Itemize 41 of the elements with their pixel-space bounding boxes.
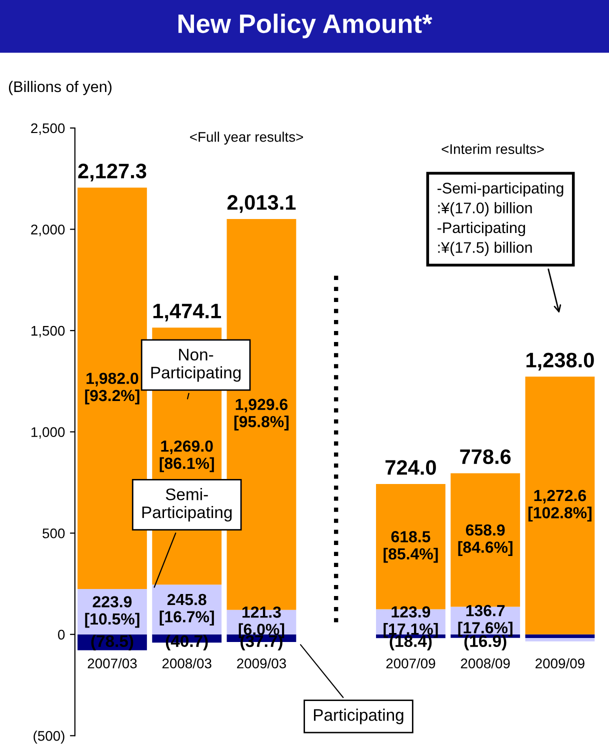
data-label: 1,269.0 [86.1%] bbox=[160, 440, 214, 472]
x-tick-label: 2009/09 bbox=[536, 658, 584, 668]
bar bbox=[525, 376, 595, 634]
data-label: 618.5 [85.4%] bbox=[384, 531, 438, 563]
total-label: 724.0 bbox=[386, 460, 436, 475]
x-tick-label: 2008/03 bbox=[162, 658, 212, 668]
data-label: 136.7 [17.6%] bbox=[458, 604, 512, 637]
bar bbox=[525, 638, 595, 642]
data-label: 245.8 [16.7%] bbox=[160, 594, 214, 626]
annotation: <Full year results> bbox=[190, 132, 303, 145]
annotation: <Interim results> bbox=[442, 144, 544, 154]
y-tick-label: 1,500 bbox=[31, 326, 65, 338]
data-label: 658.9 [84.6%] bbox=[458, 524, 512, 556]
y-tick-label: (500) bbox=[34, 730, 64, 744]
bar bbox=[525, 634, 595, 638]
data-label: (78.5) bbox=[91, 634, 134, 650]
total-label: 1,238.0 bbox=[526, 352, 594, 370]
y-axis-title: (Billions of yen) bbox=[8, 80, 112, 96]
annotation: -Semi-participating :¥(17.0) billion -Participating :¥(17.5) billion bbox=[438, 182, 564, 256]
x-tick-label: 2008/09 bbox=[460, 658, 510, 668]
y-tick-label: 1,000 bbox=[31, 427, 65, 439]
chart-title: New Policy Amount* bbox=[178, 14, 432, 38]
total-label: 2,013.1 bbox=[227, 195, 296, 213]
y-tick-label: 2,000 bbox=[31, 224, 65, 236]
x-tick-label: 2007/09 bbox=[386, 658, 436, 668]
data-label: 1,982.0 [93.2%] bbox=[85, 372, 140, 404]
y-tick-label: 0 bbox=[58, 630, 65, 640]
text: Semi- Participating bbox=[142, 488, 232, 522]
data-label: 1,929.6 [95.8%] bbox=[234, 398, 289, 430]
data-label: 1,272.6 [102.8%] bbox=[528, 490, 592, 522]
total-label: 1,474.1 bbox=[153, 304, 222, 322]
data-label: (16.9) bbox=[464, 634, 506, 650]
y-tick-label: 2,500 bbox=[31, 123, 65, 135]
data-label: 223.9 [10.5%] bbox=[85, 596, 140, 628]
series-label: Non- Participating bbox=[151, 348, 241, 382]
y-tick-label: 500 bbox=[42, 528, 65, 538]
total-label: 778.6 bbox=[460, 449, 511, 464]
total-label: 2,127.3 bbox=[78, 164, 146, 182]
x-tick-label: 2009/03 bbox=[237, 658, 286, 668]
text: Participating bbox=[314, 708, 404, 724]
x-tick-label: 2007/03 bbox=[88, 658, 137, 668]
